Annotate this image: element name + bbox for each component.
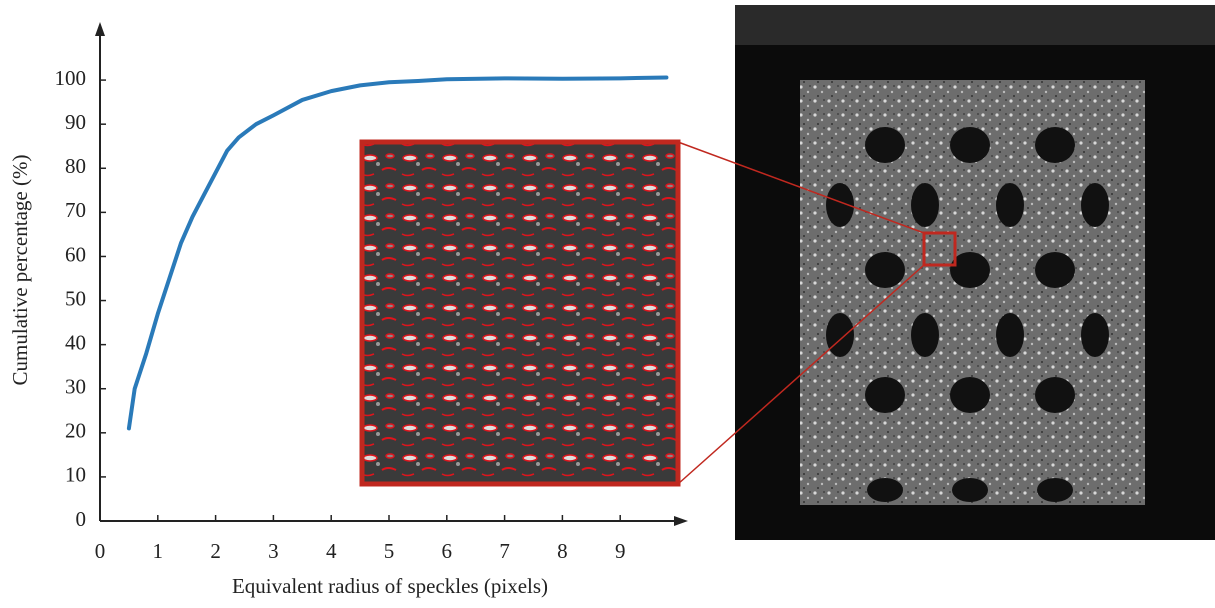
x-tick-label: 2 — [210, 539, 221, 563]
x-tick-label: 6 — [442, 539, 453, 563]
line — [126, 75, 669, 431]
x-axis-label: Equivalent radius of speckles (pixels) — [232, 574, 548, 598]
y-tick-label: 60 — [65, 242, 86, 266]
y-tick-label: 100 — [55, 66, 87, 90]
y-tick-label: 40 — [65, 330, 86, 354]
y-tick-label: 50 — [65, 286, 86, 310]
y-axis-arrow — [95, 22, 105, 36]
x-tick-label: 4 — [326, 539, 337, 563]
x-tick-label: 0 — [95, 539, 106, 563]
y-tick-label: 90 — [65, 110, 86, 134]
y-tick-label: 70 — [65, 198, 86, 222]
x-axis-arrow — [674, 516, 688, 526]
y-tick-label: 80 — [65, 154, 86, 178]
x-tick-label: 3 — [268, 539, 279, 563]
x-tick-label: 5 — [384, 539, 395, 563]
x-tick-label: 1 — [153, 539, 164, 563]
y-axis-label: Cumulative percentage (%) — [8, 155, 32, 386]
x-tick-label: 7 — [499, 539, 510, 563]
photo — [677, 5, 1215, 540]
y-tick-label: 10 — [65, 463, 86, 487]
y-tick-label: 30 — [65, 375, 86, 399]
x-tick-label: 9 — [615, 539, 626, 563]
y-tick-label: 20 — [65, 419, 86, 443]
y-tick-label: 0 — [76, 507, 87, 531]
inset — [359, 139, 681, 487]
x-tick-label: 8 — [557, 539, 568, 563]
